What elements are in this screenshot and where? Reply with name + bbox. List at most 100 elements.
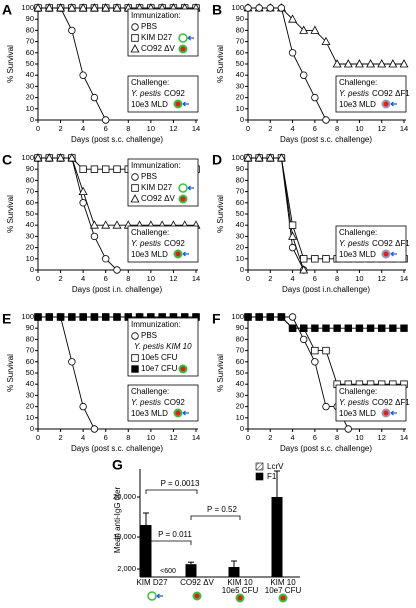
marker (355, 324, 364, 332)
challenge-box (127, 225, 199, 263)
y-tick-label: 30 (236, 390, 244, 399)
challenge-title: Challenge: (131, 228, 169, 237)
annotation: <600 (160, 568, 176, 575)
icon (180, 46, 186, 52)
marker (131, 184, 139, 192)
y-tick-label: 20 (236, 93, 244, 102)
marker (300, 71, 308, 79)
marker (311, 324, 319, 332)
y-tick-label: 80 (26, 175, 34, 184)
x-tick-label: 0 (36, 124, 40, 133)
x-tick-label: 2 (58, 124, 62, 133)
x-tick-label: 4 (81, 274, 85, 283)
x-tick-label: CO92 ΔV (180, 578, 214, 587)
marker (102, 313, 110, 321)
x-tick-label: 12 (169, 124, 177, 133)
annotation: P = 0.52 (207, 505, 237, 514)
y-tick-label: 10 (26, 254, 34, 263)
marker (311, 93, 319, 102)
icon-arrow (182, 101, 189, 107)
y-tick-label: 10,000 (113, 532, 136, 541)
x-tick-label: 4 (290, 124, 294, 133)
y-axis-label: % Survival (216, 354, 225, 392)
x-tick-label: 6 (104, 124, 108, 133)
x-tick-label: 14 (400, 274, 408, 283)
challenge-strain-name: CO92 (164, 398, 185, 407)
challenge-title: Challenge: (131, 387, 169, 396)
marker (300, 324, 308, 332)
marker (102, 165, 110, 173)
challenge-species: Y. pestis (131, 89, 161, 98)
marker (332, 59, 342, 68)
series-line (38, 316, 95, 430)
x-tick-label: 4 (290, 274, 294, 283)
icon-arrow (156, 593, 163, 599)
legend-label: LcrV (267, 462, 284, 471)
y-tick-label: 30 (26, 390, 34, 399)
y-tick-label: 90 (236, 323, 244, 332)
challenge-strain: Y. pestis CO92 (131, 239, 185, 248)
y-tick-label: 40 (26, 379, 34, 388)
challenge-strain: Y. pestis CO92 (131, 89, 185, 98)
x-tick-label: 10 (147, 433, 155, 442)
y-tick-label: 50 (236, 59, 244, 68)
challenge-dose: 10e3 MLD (339, 250, 376, 259)
challenge-title: Challenge: (131, 78, 169, 87)
y-tick-label: 100 (21, 312, 34, 321)
icon (280, 595, 286, 601)
y-tick-label: 30 (26, 81, 34, 90)
y-tick-label: 0 (240, 424, 244, 433)
y-tick-label: 80 (236, 175, 244, 184)
legend-label: F1 (267, 472, 277, 481)
x-tick-label: 0 (246, 433, 250, 442)
y-tick-label: 70 (26, 37, 34, 46)
marker (265, 153, 275, 162)
challenge-strain-name: CO92 (164, 239, 185, 248)
y-tick-label: 90 (236, 14, 244, 23)
icon (383, 251, 389, 257)
marker (378, 324, 386, 332)
y-tick-label: 70 (236, 346, 244, 355)
x-tick-label: 8 (335, 124, 339, 133)
y-tick-label: 70 (26, 346, 34, 355)
y-tick-label: 100 (231, 3, 244, 12)
y-tick-label: 0 (30, 265, 34, 274)
icon (194, 593, 200, 599)
y-tick-label: 80 (26, 334, 34, 343)
challenge-species: Y. pestis (339, 239, 369, 248)
y-tick-label: 10 (26, 104, 34, 113)
challenge-strain-name: CO92 ΔF1 (372, 89, 410, 98)
challenge-species: Y. pestis (131, 398, 161, 407)
challenge-species: Y. pestis (131, 239, 161, 248)
marker (33, 3, 43, 12)
y-tick-label: 60 (236, 48, 244, 57)
y-tick-label: 40 (236, 70, 244, 79)
marker (277, 313, 286, 321)
marker (33, 153, 43, 162)
icon-arrow (390, 251, 397, 257)
y-tick-label: 30 (26, 231, 34, 240)
legend-label: CO92 ΔV (141, 44, 175, 53)
series-line (248, 7, 404, 65)
y-tick-label: 0 (240, 115, 244, 124)
marker (89, 220, 99, 229)
x-axis-label: Days (post i.n. challenge) (72, 285, 163, 294)
y-tick-label: 10 (236, 104, 244, 113)
y-tick-label: 100 (21, 153, 34, 162)
x-tick-label: 10 (147, 124, 155, 133)
x-tick-label: 0 (36, 433, 40, 442)
marker (78, 186, 88, 196)
y-tick-label: 60 (236, 198, 244, 207)
marker (400, 324, 408, 332)
series-line (248, 157, 305, 271)
y-tick-label: 80 (236, 334, 244, 343)
y-tick-label: 60 (236, 357, 244, 366)
x-axis-label: Days (post s.c. challenge) (280, 135, 372, 144)
marker (277, 4, 286, 12)
significance-bracket (145, 489, 198, 494)
x-tick-label: 14 (192, 433, 200, 442)
x-tick-label: 10 (355, 274, 363, 283)
challenge-dose: 10e3 MLD (131, 409, 168, 418)
x-axis-label: Days (post s.c. challenge) (71, 135, 163, 144)
